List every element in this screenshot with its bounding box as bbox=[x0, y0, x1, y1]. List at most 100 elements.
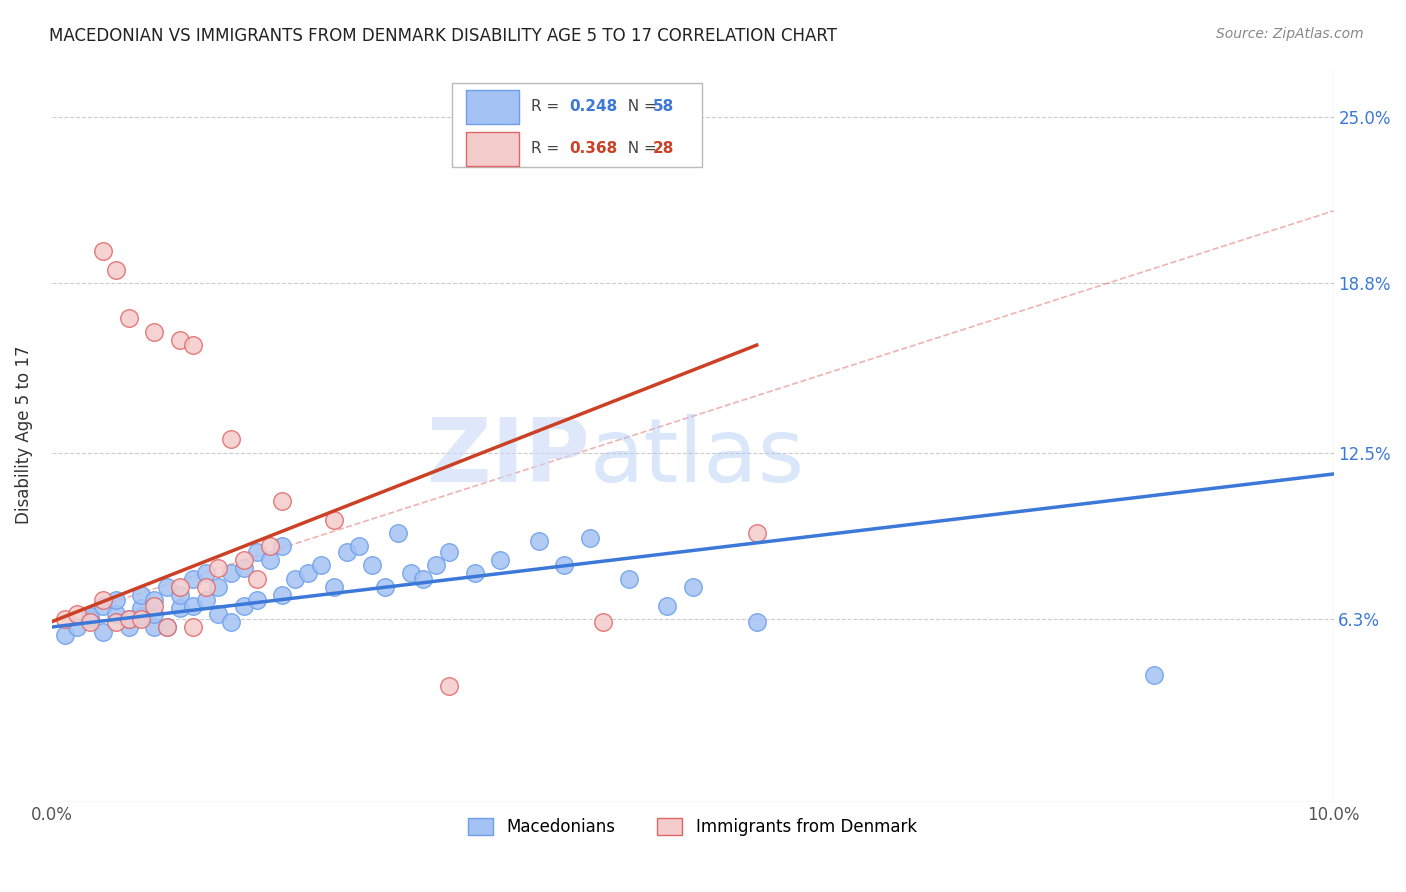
Point bbox=[271, 540, 294, 554]
Point bbox=[374, 580, 396, 594]
Point bbox=[259, 553, 281, 567]
Point bbox=[143, 593, 166, 607]
Text: R =: R = bbox=[530, 99, 564, 114]
Point bbox=[425, 558, 447, 573]
Point bbox=[118, 612, 141, 626]
Point bbox=[131, 588, 153, 602]
Point bbox=[131, 612, 153, 626]
Point bbox=[156, 580, 179, 594]
Text: atlas: atlas bbox=[591, 414, 806, 500]
Point bbox=[233, 599, 256, 613]
Point bbox=[437, 679, 460, 693]
Point bbox=[143, 607, 166, 621]
Point bbox=[156, 620, 179, 634]
Point bbox=[181, 599, 204, 613]
Point bbox=[655, 599, 678, 613]
Point bbox=[246, 545, 269, 559]
Point bbox=[53, 612, 76, 626]
Point bbox=[207, 580, 229, 594]
Point bbox=[91, 599, 114, 613]
Point bbox=[335, 545, 357, 559]
Point bbox=[79, 615, 101, 629]
Point bbox=[322, 580, 344, 594]
Point bbox=[104, 593, 127, 607]
Point bbox=[118, 620, 141, 634]
Point bbox=[745, 615, 768, 629]
Point bbox=[553, 558, 575, 573]
Point bbox=[246, 593, 269, 607]
Point bbox=[169, 580, 191, 594]
Point bbox=[143, 599, 166, 613]
Point bbox=[194, 580, 217, 594]
Point bbox=[219, 615, 242, 629]
Text: 0.248: 0.248 bbox=[569, 99, 617, 114]
Text: 58: 58 bbox=[652, 99, 673, 114]
Point bbox=[387, 526, 409, 541]
Point bbox=[349, 540, 371, 554]
Point bbox=[194, 593, 217, 607]
Point bbox=[91, 593, 114, 607]
Text: Source: ZipAtlas.com: Source: ZipAtlas.com bbox=[1216, 27, 1364, 41]
Text: N =: N = bbox=[617, 142, 661, 156]
Point bbox=[207, 607, 229, 621]
Point bbox=[181, 572, 204, 586]
Point bbox=[53, 628, 76, 642]
Point bbox=[194, 566, 217, 581]
Point bbox=[361, 558, 384, 573]
Point bbox=[437, 545, 460, 559]
Point bbox=[489, 553, 512, 567]
Text: N =: N = bbox=[617, 99, 661, 114]
Point bbox=[233, 561, 256, 575]
Point bbox=[118, 311, 141, 326]
Point bbox=[66, 620, 89, 634]
Point bbox=[592, 615, 614, 629]
Point bbox=[156, 620, 179, 634]
Text: R =: R = bbox=[530, 142, 564, 156]
Point bbox=[169, 333, 191, 347]
Point bbox=[143, 325, 166, 339]
Point bbox=[169, 601, 191, 615]
Text: 28: 28 bbox=[652, 142, 673, 156]
Point bbox=[527, 534, 550, 549]
Text: MACEDONIAN VS IMMIGRANTS FROM DENMARK DISABILITY AGE 5 TO 17 CORRELATION CHART: MACEDONIAN VS IMMIGRANTS FROM DENMARK DI… bbox=[49, 27, 837, 45]
Point bbox=[181, 620, 204, 634]
Point bbox=[412, 572, 434, 586]
Point bbox=[169, 588, 191, 602]
FancyBboxPatch shape bbox=[465, 90, 519, 124]
Point bbox=[309, 558, 332, 573]
FancyBboxPatch shape bbox=[465, 132, 519, 166]
Point bbox=[118, 612, 141, 626]
FancyBboxPatch shape bbox=[451, 83, 702, 168]
Point bbox=[322, 513, 344, 527]
Point bbox=[91, 625, 114, 640]
Point bbox=[1143, 668, 1166, 682]
Point bbox=[66, 607, 89, 621]
Point bbox=[233, 553, 256, 567]
Point bbox=[745, 526, 768, 541]
Text: ZIP: ZIP bbox=[427, 414, 591, 500]
Point bbox=[131, 609, 153, 624]
Point bbox=[271, 588, 294, 602]
Point bbox=[104, 607, 127, 621]
Point bbox=[91, 244, 114, 259]
Point bbox=[399, 566, 422, 581]
Point bbox=[617, 572, 640, 586]
Point bbox=[131, 601, 153, 615]
Point bbox=[79, 612, 101, 626]
Text: 0.368: 0.368 bbox=[569, 142, 617, 156]
Point bbox=[682, 580, 704, 594]
Point bbox=[104, 263, 127, 277]
Point bbox=[579, 532, 602, 546]
Point bbox=[271, 493, 294, 508]
Point bbox=[181, 338, 204, 352]
Point bbox=[297, 566, 319, 581]
Point bbox=[246, 572, 269, 586]
Legend: Macedonians, Immigrants from Denmark: Macedonians, Immigrants from Denmark bbox=[460, 810, 925, 845]
Point bbox=[219, 566, 242, 581]
Point bbox=[464, 566, 486, 581]
Point bbox=[259, 540, 281, 554]
Y-axis label: Disability Age 5 to 17: Disability Age 5 to 17 bbox=[15, 346, 32, 524]
Point bbox=[104, 615, 127, 629]
Point bbox=[219, 432, 242, 446]
Point bbox=[284, 572, 307, 586]
